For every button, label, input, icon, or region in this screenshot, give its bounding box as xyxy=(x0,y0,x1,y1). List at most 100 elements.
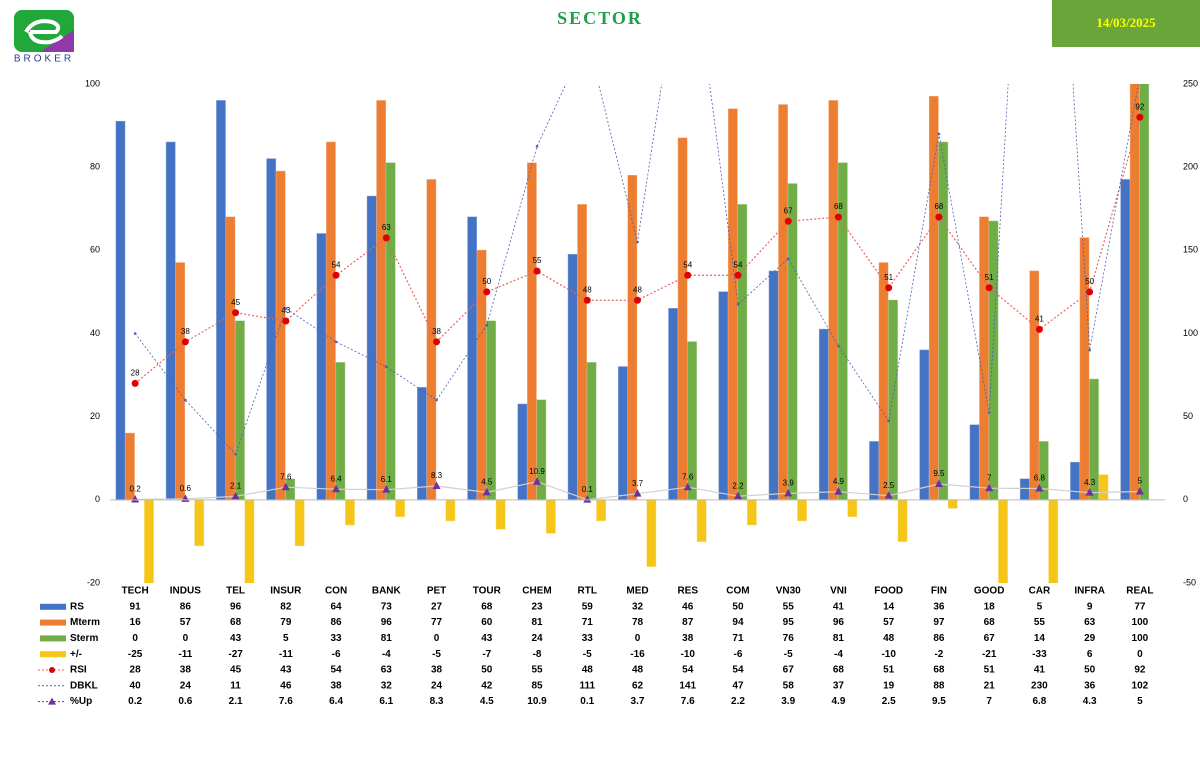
table-cell: 50 xyxy=(481,665,493,676)
table-cell: 11 xyxy=(230,680,241,691)
bar xyxy=(165,141,176,501)
table-cell: 58 xyxy=(783,680,795,691)
y2-tick-label: 250 xyxy=(1183,78,1198,88)
table-cell: 14 xyxy=(883,601,895,612)
table-cell: 32 xyxy=(381,680,393,691)
table-cell: 38 xyxy=(431,665,443,676)
legend-label: Mterm xyxy=(70,617,100,628)
bar xyxy=(878,262,889,501)
date: 14/03/2025 xyxy=(1096,15,1156,30)
x-tick-label: REAL xyxy=(1126,586,1153,597)
table-cell: 7.6 xyxy=(279,696,293,707)
table-cell: 10.9 xyxy=(527,696,547,707)
x-tick-label: VNI xyxy=(830,586,847,597)
table-cell: 48 xyxy=(883,633,895,644)
y-tick-label: 40 xyxy=(90,328,100,338)
point xyxy=(586,37,589,40)
legend-label: Sterm xyxy=(70,633,98,644)
legend-key xyxy=(48,697,56,705)
bar xyxy=(527,162,537,501)
table-cell: 9 xyxy=(1087,601,1093,612)
table-cell: 100 xyxy=(1132,633,1149,644)
bar xyxy=(897,499,908,542)
legend-label: +/- xyxy=(70,649,82,660)
table-cell: 33 xyxy=(331,633,343,644)
bar xyxy=(828,100,839,501)
point xyxy=(133,332,137,335)
table-cell: -2 xyxy=(934,649,943,660)
point xyxy=(1085,488,1094,496)
table-cell: 50 xyxy=(732,601,744,612)
bar xyxy=(938,141,949,501)
data-label: 3.9 xyxy=(783,478,795,487)
data-label: 8.3 xyxy=(431,471,443,480)
logo-text: BROKER xyxy=(14,54,74,65)
bar xyxy=(1120,179,1131,501)
x-tick-label: CHEM xyxy=(522,586,551,597)
table-cell: -10 xyxy=(681,649,696,660)
data-label: 55 xyxy=(533,256,542,265)
table-cell: 86 xyxy=(933,633,945,644)
table-cell: 38 xyxy=(180,665,192,676)
point xyxy=(385,365,388,369)
table-cell: 43 xyxy=(481,633,493,644)
point xyxy=(987,411,991,414)
point xyxy=(482,487,491,496)
point xyxy=(834,213,842,221)
point xyxy=(885,284,893,292)
data-label: 9.5 xyxy=(933,469,945,478)
point xyxy=(382,485,391,493)
bar xyxy=(778,104,788,501)
bar xyxy=(577,204,587,501)
bar xyxy=(275,170,286,501)
bar xyxy=(627,174,638,501)
table-cell: 45 xyxy=(230,665,242,676)
table-cell: 62 xyxy=(632,680,644,691)
point xyxy=(733,491,742,500)
point xyxy=(636,240,639,244)
bar xyxy=(266,158,277,501)
table-cell: 55 xyxy=(531,665,543,676)
bar xyxy=(869,441,879,501)
data-label: 5 xyxy=(1138,477,1143,486)
table-cell: -4 xyxy=(382,649,391,660)
table-cell: 24 xyxy=(431,680,443,691)
data-label: 6.1 xyxy=(381,475,393,484)
bar xyxy=(646,499,657,567)
table-cell: 42 xyxy=(481,680,493,691)
point xyxy=(786,257,790,260)
data-label: 38 xyxy=(181,327,190,336)
table-cell: 38 xyxy=(331,680,343,691)
bar xyxy=(668,308,678,501)
table-cell: 85 xyxy=(531,680,543,691)
bar xyxy=(345,499,355,526)
bar xyxy=(567,253,578,501)
bar xyxy=(385,162,396,501)
point xyxy=(533,477,542,485)
bar xyxy=(947,499,958,509)
data-label: 68 xyxy=(934,202,943,211)
data-label: 43 xyxy=(281,306,290,315)
table-cell: 0 xyxy=(183,633,189,644)
bar xyxy=(888,299,898,501)
bar xyxy=(1070,461,1080,501)
point xyxy=(1088,348,1091,352)
table-cell: 43 xyxy=(230,633,242,644)
legend-label: RS xyxy=(70,601,84,612)
table-cell: 0 xyxy=(1137,649,1143,660)
point xyxy=(985,483,994,492)
table-cell: -10 xyxy=(881,649,896,660)
table-cell: 40 xyxy=(130,680,142,691)
bar xyxy=(1048,499,1059,583)
data-label: 50 xyxy=(482,277,491,286)
x-tick-label: FOOD xyxy=(874,586,903,597)
x-tick-label: GOOD xyxy=(974,586,1005,597)
y2-tick-label: 0 xyxy=(1183,494,1188,504)
table-cell: 54 xyxy=(682,665,694,676)
x-tick-label: INDUS xyxy=(170,586,201,597)
point xyxy=(1136,113,1144,121)
table-cell: 24 xyxy=(531,633,543,644)
data-label: 0.2 xyxy=(130,485,142,494)
table-cell: 68 xyxy=(230,617,242,628)
point xyxy=(234,452,237,456)
